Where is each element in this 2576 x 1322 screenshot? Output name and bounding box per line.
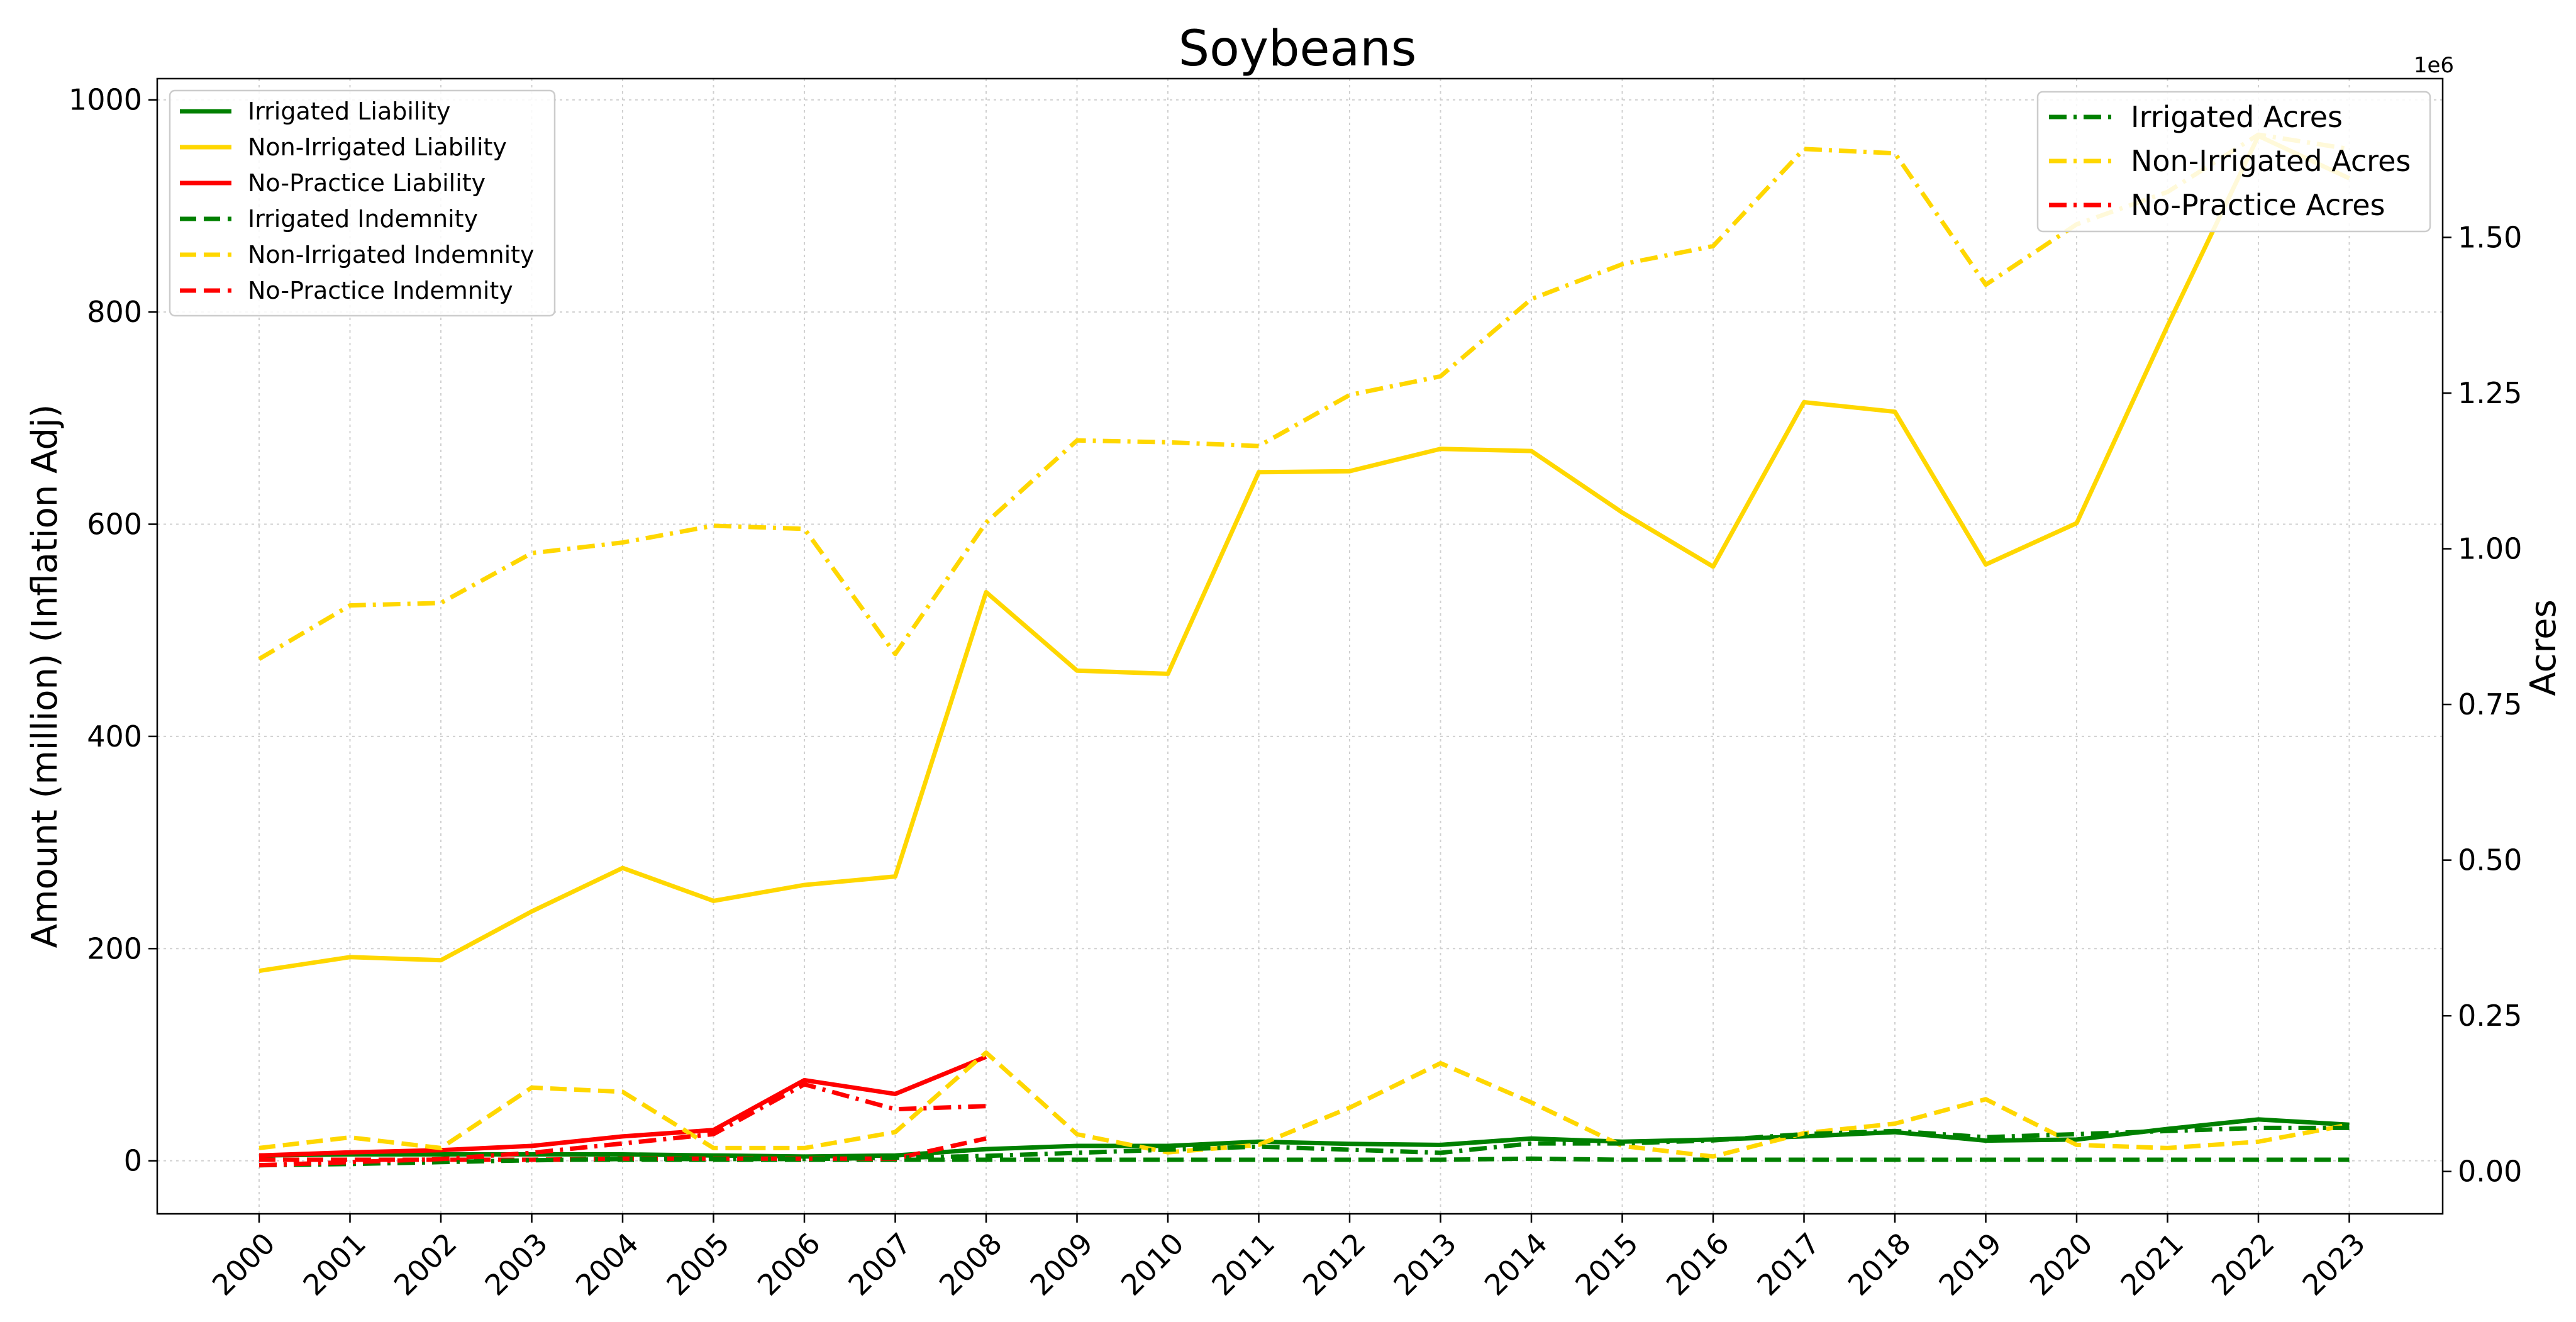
y-tick-label: 800 — [87, 295, 142, 329]
y-tick-label: 1000 — [69, 83, 142, 117]
y-axis-right-label: Acres — [2523, 599, 2564, 696]
series-line-non-irrigated-liability — [258, 133, 2350, 974]
y-tick-label: 0 — [124, 1144, 142, 1178]
y-tick-label: 400 — [87, 719, 142, 753]
y-right-tick-label: 1.25 — [2458, 376, 2522, 410]
legend-right-box — [2036, 91, 2431, 233]
series-line-non-irrigated-indemnity — [258, 1050, 2350, 1159]
series-layer — [258, 132, 2350, 1168]
legend-label-no-practice-indemnity: No-Practice Indemnity — [248, 277, 513, 304]
y-right-tick-label: 1.50 — [2458, 220, 2522, 254]
y-right-tick-label: 0.75 — [2458, 687, 2522, 721]
legend-label-non-irrigated-acres: Non-Irrigated Acres — [2131, 144, 2411, 178]
y-axis-left: 0 200 400 600 800 1000 — [69, 83, 157, 1178]
series-line-no-practice-liability — [258, 1055, 987, 1158]
y-axis-left-label: Amount (million) (Inflation Adj) — [25, 404, 65, 948]
y-right-tick-label: 0.50 — [2458, 843, 2522, 877]
legend-label-non-irrigated-liability: Non-Irrigated Liability — [248, 133, 507, 161]
plot-frame — [156, 77, 2444, 1215]
y-right-tick-label: 0.25 — [2458, 999, 2522, 1033]
legend-left-box — [169, 89, 556, 317]
series-line-irrigated-acres — [258, 1125, 2350, 1168]
legend-label-no-practice-acres: No-Practice Acres — [2131, 188, 2385, 222]
legend-label-irrigated-liability: Irrigated Liability — [248, 97, 450, 125]
y-tick-label: 600 — [87, 508, 142, 542]
series-line-irrigated-liability — [258, 1117, 2350, 1159]
series-line-non-irrigated-acres — [258, 132, 2350, 661]
legend-right: Irrigated Acres Non-Irrigated Acres No-Pra… — [2036, 91, 2431, 233]
legend-label-non-irrigated-indemnity: Non-Irrigated Indemnity — [248, 241, 535, 269]
legend-label-irrigated-indemnity: Irrigated Indemnity — [248, 205, 478, 233]
legend-label-irrigated-acres: Irrigated Acres — [2131, 100, 2343, 134]
legend-label-no-practice-liability: No-Practice Liability — [248, 169, 486, 197]
y-tick-label: 200 — [87, 931, 142, 965]
y-right-tick-label: 1.00 — [2458, 532, 2522, 566]
y-axis-right: 0.00 0.25 0.50 0.75 1.00 1.25 1.50 — [2443, 220, 2522, 1189]
chart-title: Soybeans — [1179, 21, 1417, 77]
right-axis-offset-label: 1e6 — [2414, 53, 2454, 78]
legend-left: Irrigated Liability Non-Irrigated Liabili… — [169, 89, 556, 317]
series-line-no-practice-acres — [258, 1082, 987, 1168]
y-right-tick-label: 0.00 — [2458, 1155, 2522, 1189]
